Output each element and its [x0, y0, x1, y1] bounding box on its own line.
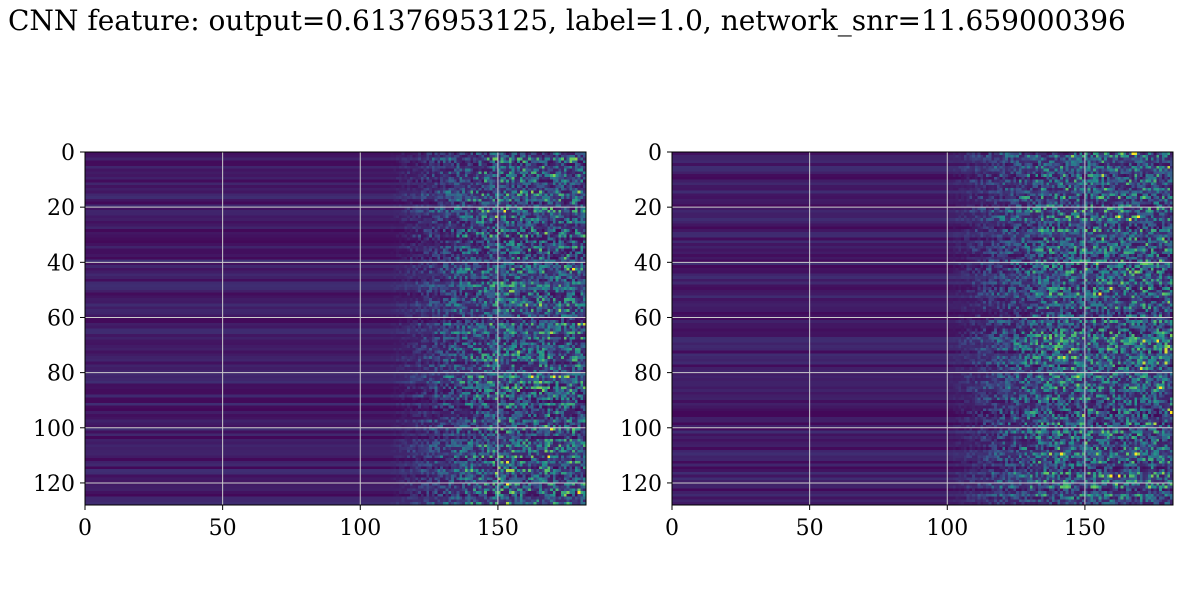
x-tick-label: 100 — [926, 516, 968, 541]
y-tick-label: 80 — [47, 362, 75, 387]
y-tick-label: 120 — [620, 472, 662, 497]
axes-frame — [84, 151, 587, 506]
x-tick-label: 0 — [665, 516, 679, 541]
y-tick-label: 20 — [47, 196, 75, 221]
axes-frame — [671, 151, 1174, 506]
y-tick-label: 0 — [648, 141, 662, 166]
y-tick-label: 40 — [634, 251, 662, 276]
x-tick-label: 100 — [339, 516, 381, 541]
y-tick-label: 40 — [47, 251, 75, 276]
heatmap-image — [672, 152, 1173, 505]
y-tick-label: 20 — [634, 196, 662, 221]
y-tick-label: 60 — [47, 306, 75, 331]
y-tick-label: 80 — [634, 362, 662, 387]
x-tick-label: 50 — [796, 516, 824, 541]
heatmap-panel-2: 0 50 100 150 0 20 40 60 80 100 120 — [620, 141, 1174, 541]
y-tick-label: 100 — [33, 417, 75, 442]
heatmap-image — [85, 152, 586, 505]
x-tick-label: 0 — [78, 516, 92, 541]
x-tick-label: 150 — [477, 516, 519, 541]
heatmap-panel-1: 0 50 100 150 0 20 40 60 80 100 120 — [33, 141, 587, 541]
y-tick-label: 120 — [33, 472, 75, 497]
y-tick-label: 60 — [634, 306, 662, 331]
x-tick-label: 50 — [209, 516, 237, 541]
x-tick-label: 150 — [1064, 516, 1106, 541]
y-tick-label: 0 — [61, 141, 75, 166]
y-tick-label: 100 — [620, 417, 662, 442]
figure-title: CNN feature: output=0.61376953125, label… — [8, 4, 1126, 37]
